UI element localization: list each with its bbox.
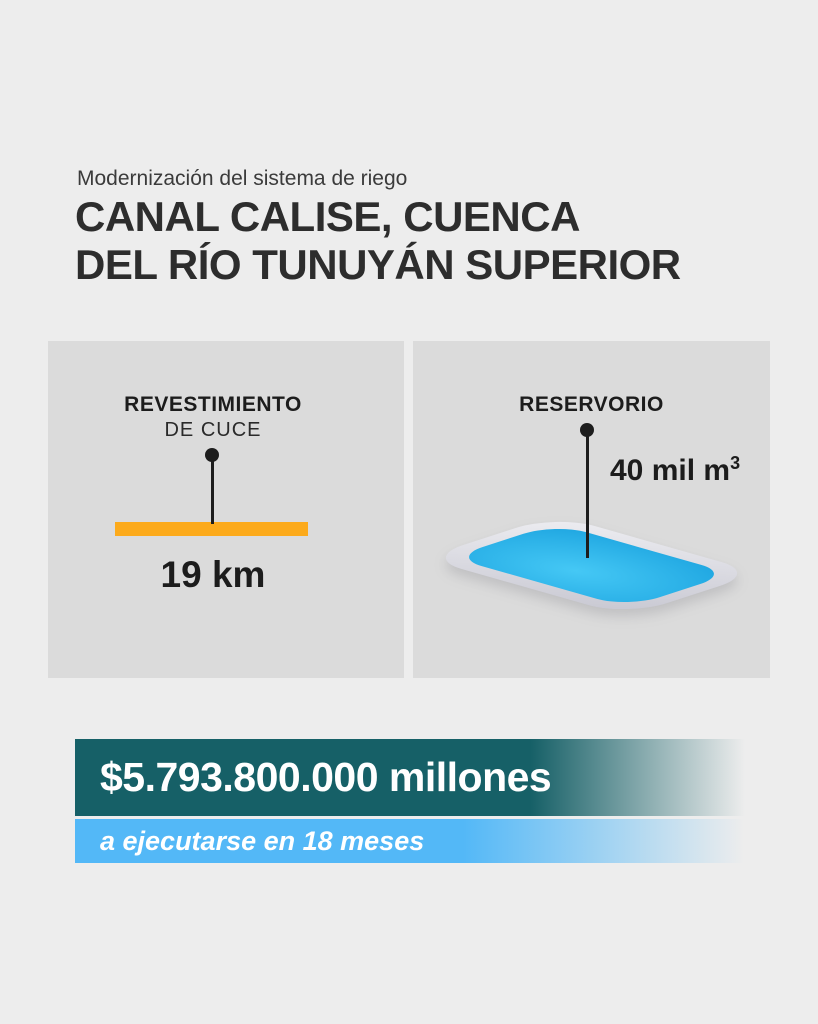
reservoir-label: RESERVORIO: [519, 393, 664, 416]
canal-pin-dot-icon: [205, 448, 219, 462]
page-title: CANAL CALISE, CUENCA DEL RÍO TUNUYÁN SUPE…: [75, 193, 681, 289]
canal-pin-line: [211, 460, 214, 524]
reservoir-volume-text: 40 mil m: [610, 454, 731, 487]
reservoir-pin-line: [586, 435, 589, 558]
page-title-line2: DEL RÍO TUNUYÁN SUPERIOR: [75, 241, 681, 288]
canal-length-bar: [115, 522, 308, 536]
reservoir-water: [469, 528, 714, 603]
budget-duration-text: a ejecutarse en 18 meses: [100, 825, 425, 856]
header-kicker: Modernización del sistema de riego: [77, 167, 408, 190]
canal-label-line2: DE CUCE: [164, 419, 262, 441]
card-canal-lining: REVESTIMIENTO DE CUCE 19 km: [48, 341, 404, 678]
canal-length-value: 19 km: [160, 554, 266, 595]
reservoir-shape: [445, 521, 738, 610]
reservoir-pin-dot-icon: [580, 423, 594, 437]
budget-amount-text: $5.793.800.000 millones: [100, 754, 552, 800]
page-title-line1: CANAL CALISE, CUENCA: [75, 193, 580, 240]
card-reservoir: RESERVORIO 40 mil m3: [413, 341, 770, 678]
reservoir-volume-exponent: 3: [730, 453, 741, 473]
budget-duration-bar: a ejecutarse en 18 meses: [75, 819, 744, 863]
reservoir-volume-value: 40 mil m3: [610, 453, 740, 488]
canal-label-line1: REVESTIMIENTO: [124, 393, 302, 416]
budget-amount-bar: $5.793.800.000 millones: [75, 739, 745, 816]
